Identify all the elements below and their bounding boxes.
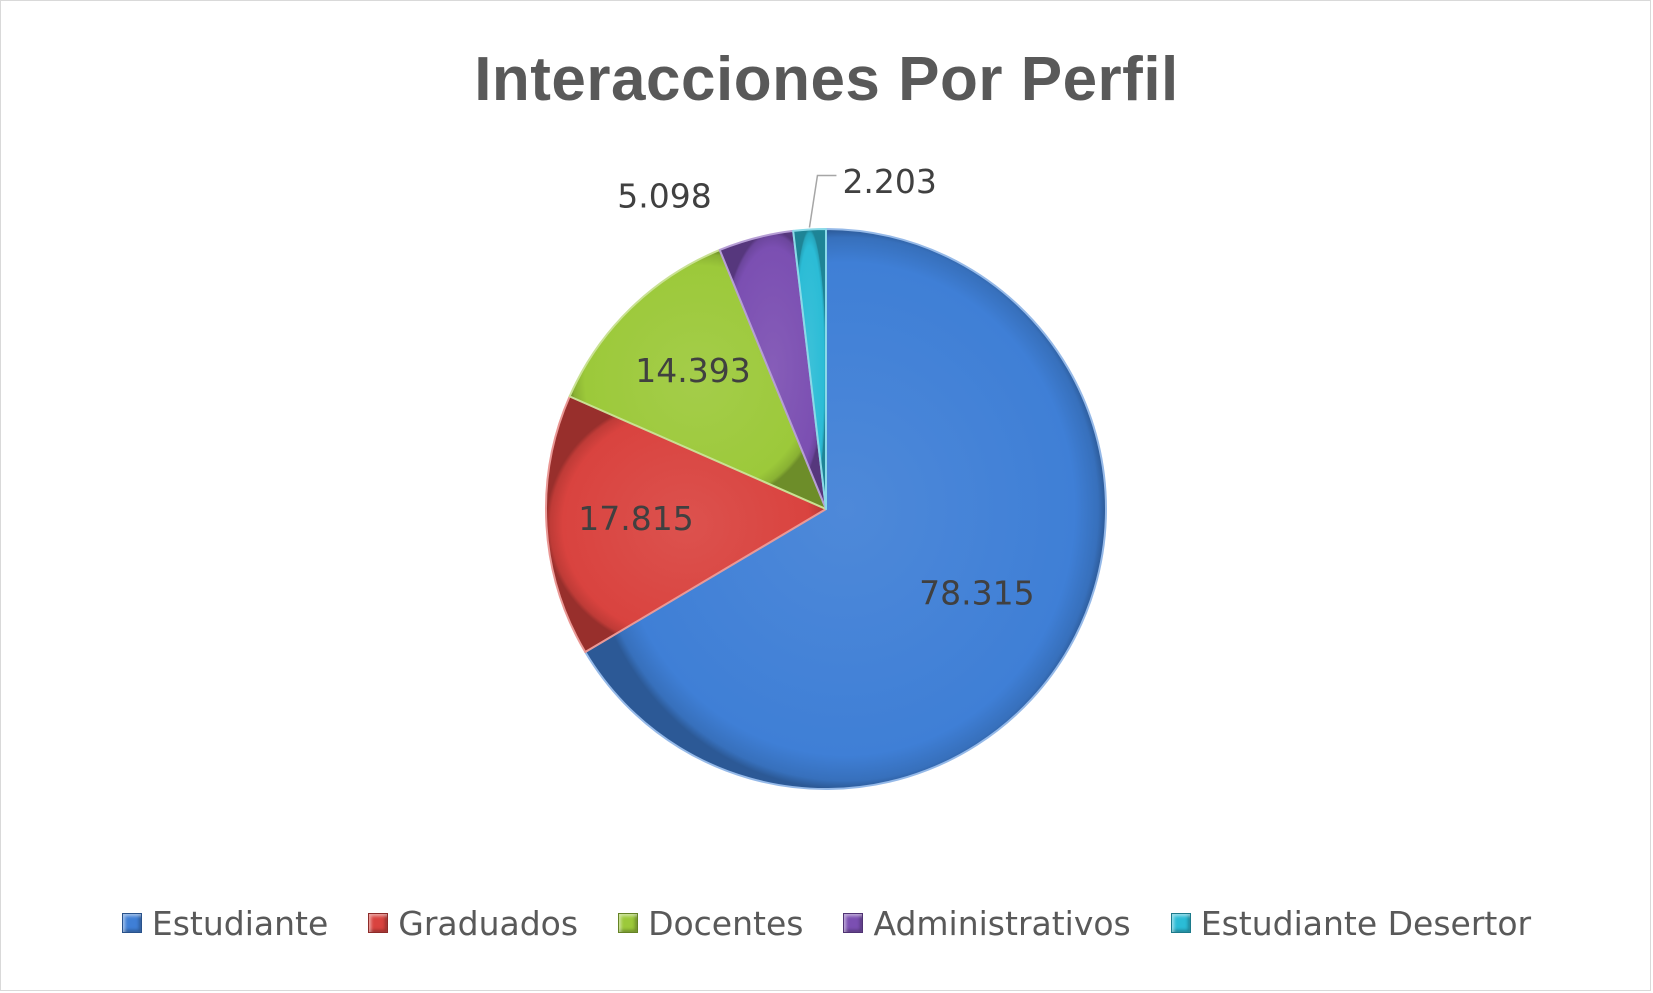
- legend-label: Estudiante Desertor: [1200, 903, 1532, 943]
- legend-swatch: [843, 913, 864, 933]
- legend-label: Administrativos: [873, 903, 1131, 943]
- legend-label: Graduados: [398, 903, 579, 943]
- legend-item: Estudiante Desertor: [1170, 903, 1532, 943]
- legend-label: Estudiante: [151, 903, 329, 943]
- pie-slice-estudiante: [584, 228, 1107, 790]
- data-label: 78.315: [919, 573, 1034, 612]
- data-label: 5.098: [617, 177, 711, 216]
- legend-swatch: [618, 913, 639, 933]
- chart-title: Interacciones Por Perfil: [474, 45, 1179, 114]
- legend-item: Graduados: [368, 904, 578, 943]
- leader-line: [808, 174, 837, 228]
- legend-swatch: [1170, 913, 1191, 933]
- legend-item: Docentes: [618, 904, 803, 943]
- legend-label: Docentes: [648, 903, 804, 943]
- legend: Estudiante Graduados Docentes Administrativ…: [0, 898, 1653, 948]
- legend-item: Administrativos: [843, 903, 1131, 943]
- data-label: 14.393: [635, 351, 750, 390]
- data-label: 2.203: [842, 162, 936, 201]
- legend-swatch: [121, 913, 142, 933]
- pie-slice-estudiante-desertor: [792, 228, 827, 510]
- pie-slice-docentes: [568, 248, 827, 510]
- legend-swatch: [368, 913, 389, 933]
- legend-item: Estudiante: [121, 903, 329, 943]
- pie-slice-graduados: [545, 395, 827, 654]
- data-label: 17.815: [578, 499, 693, 538]
